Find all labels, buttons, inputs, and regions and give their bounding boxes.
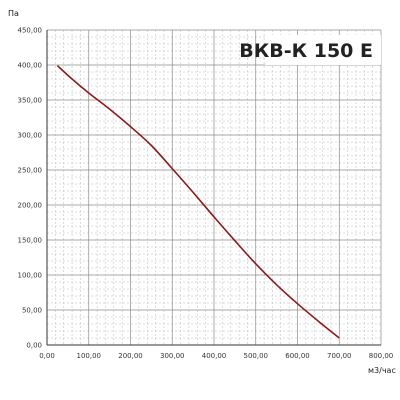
grid	[46, 29, 382, 346]
x-tick-label: 200,00	[118, 352, 143, 360]
x-tick-label: 500,00	[244, 352, 269, 360]
y-tick-label: 200,00	[18, 202, 43, 210]
y-tick-label: 450,00	[18, 27, 43, 35]
y-tick-label: 250,00	[18, 167, 43, 175]
x-axis-label: м3/час	[368, 366, 396, 375]
x-tick-label: 100,00	[77, 352, 102, 360]
y-tick-label: 300,00	[18, 132, 43, 140]
axes	[46, 30, 381, 346]
y-tick-labels: 0,00 50,00 100,00 150,00 200,00 250,00 300,00 3…	[18, 27, 43, 350]
y-tick-label: 400,00	[18, 62, 43, 70]
x-tick-label: 800,00	[369, 352, 394, 360]
y-tick-label: 50,00	[22, 307, 42, 315]
title-background	[265, 35, 381, 65]
y-tick-label: 100,00	[18, 272, 43, 280]
series-line	[56, 65, 340, 339]
x-tick-label: 0,00	[39, 352, 55, 360]
x-tick-label: 600,00	[285, 352, 310, 360]
series-group	[56, 65, 340, 339]
x-tick-labels: 0,00 100,00 200,00 300,00 400,00 500,00 600,00…	[39, 352, 393, 360]
chart-title: ВКВ-К 150 Е	[239, 40, 373, 62]
y-tick-label: 0,00	[26, 342, 42, 350]
x-tick-label: 700,00	[327, 352, 352, 360]
y-axis-label: Па	[8, 9, 19, 18]
x-tick-label: 400,00	[202, 352, 227, 360]
y-tick-label: 350,00	[18, 97, 43, 105]
y-tick-label: 150,00	[18, 237, 43, 245]
x-tick-label: 300,00	[160, 352, 185, 360]
